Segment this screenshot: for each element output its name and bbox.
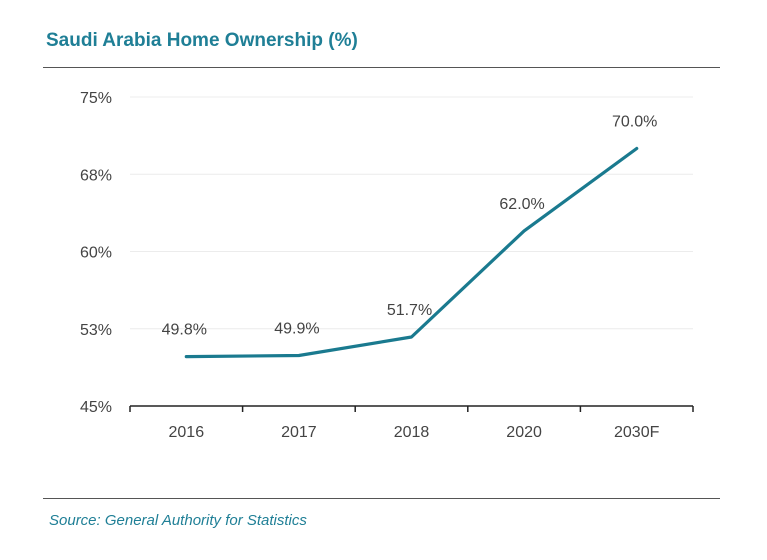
top-divider [43, 67, 720, 68]
data-label-2: 51.7% [387, 302, 432, 319]
data-label-1: 49.9% [274, 321, 319, 338]
x-tick-label-1: 2017 [281, 424, 317, 441]
data-labels: 49.8% 49.9% 51.7% 62.0% 70.0% [162, 114, 658, 339]
x-tick-label-4: 2030F [614, 424, 660, 441]
x-tick-label-3: 2020 [506, 424, 542, 441]
x-tick-label-2: 2018 [394, 424, 430, 441]
y-tick-labels: 45% 53% 60% 68% 75% [80, 90, 112, 416]
y-tick-label-4: 75% [80, 90, 112, 107]
data-label-3: 62.0% [499, 196, 544, 213]
data-label-4: 70.0% [612, 114, 657, 131]
grid-lines [130, 96, 693, 330]
y-tick-label-2: 60% [80, 245, 112, 262]
data-label-0: 49.8% [162, 322, 207, 339]
x-axis [129, 405, 694, 412]
chart-title: Saudi Arabia Home Ownership (%) [46, 30, 358, 51]
series-line-group [184, 146, 639, 359]
x-tick-label-0: 2016 [169, 424, 205, 441]
series-line [184, 146, 639, 359]
y-tick-label-0: 45% [80, 399, 112, 416]
source-note: Source: General Authority for Statistics [49, 512, 307, 529]
bottom-divider [43, 498, 720, 499]
x-tick-labels: 2016 2017 2018 2020 2030F [169, 424, 660, 441]
y-tick-label-1: 53% [80, 322, 112, 339]
y-tick-label-3: 68% [80, 167, 112, 184]
